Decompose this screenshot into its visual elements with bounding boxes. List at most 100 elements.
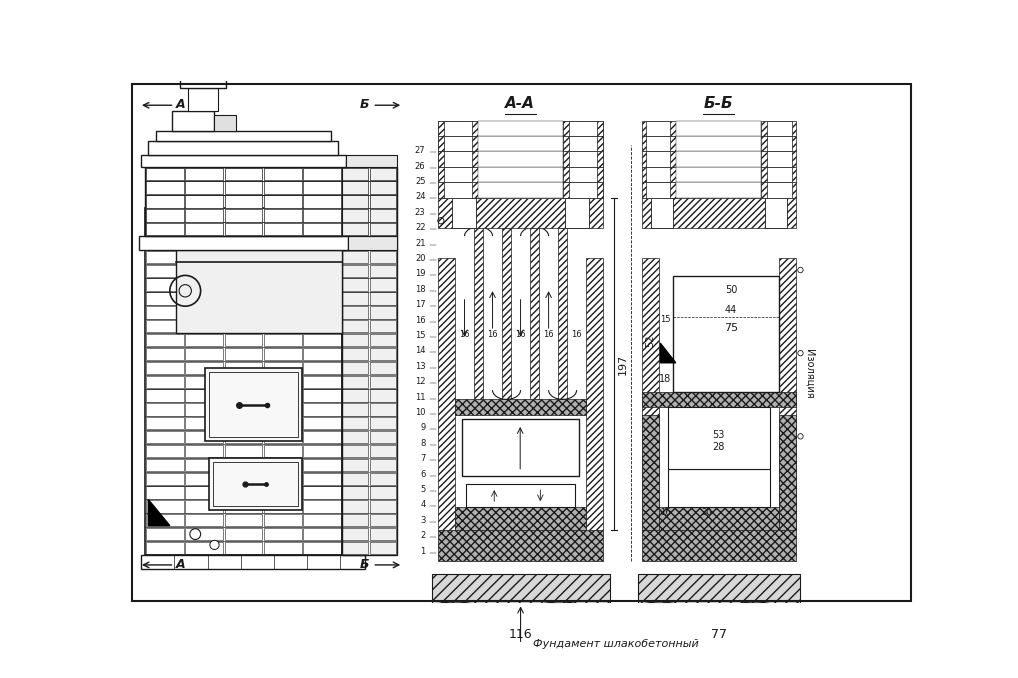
Bar xyxy=(146,473,183,485)
Bar xyxy=(641,392,796,407)
Bar xyxy=(185,389,223,401)
Bar xyxy=(215,115,236,131)
Bar xyxy=(225,361,263,374)
Bar xyxy=(303,279,341,291)
Bar xyxy=(185,514,223,526)
Bar xyxy=(303,292,341,304)
Bar xyxy=(303,223,341,235)
Text: 30: 30 xyxy=(701,508,713,517)
Bar xyxy=(761,121,796,136)
Bar xyxy=(645,167,670,182)
Bar xyxy=(569,151,598,167)
Bar xyxy=(452,197,476,228)
Bar xyxy=(303,195,341,207)
Polygon shape xyxy=(661,343,676,363)
Bar xyxy=(146,500,183,513)
Bar xyxy=(455,399,586,415)
Bar xyxy=(185,473,223,485)
Bar xyxy=(225,320,263,332)
Bar xyxy=(146,542,183,554)
Bar xyxy=(438,151,477,167)
Text: 6: 6 xyxy=(420,470,426,479)
Bar xyxy=(185,264,223,277)
Bar xyxy=(668,407,770,468)
Bar xyxy=(438,167,477,182)
Bar xyxy=(206,367,301,441)
Bar xyxy=(146,334,183,346)
Bar xyxy=(466,484,575,507)
Bar xyxy=(187,88,218,111)
Bar xyxy=(225,376,263,388)
Bar xyxy=(185,403,223,416)
Text: 16: 16 xyxy=(488,330,498,339)
Bar xyxy=(264,320,301,332)
Text: 77: 77 xyxy=(711,628,727,641)
Text: 18: 18 xyxy=(659,374,671,384)
Bar xyxy=(146,445,183,457)
Bar xyxy=(185,279,223,291)
Bar xyxy=(342,182,369,194)
Bar xyxy=(477,121,563,136)
Bar xyxy=(641,258,659,530)
Bar xyxy=(342,195,369,207)
Bar xyxy=(477,167,563,182)
Text: 16: 16 xyxy=(571,330,582,339)
Bar xyxy=(342,542,369,554)
Bar xyxy=(342,403,369,416)
Bar xyxy=(264,417,301,429)
Bar xyxy=(563,182,604,197)
Bar xyxy=(474,228,483,399)
Bar xyxy=(370,182,396,194)
Bar xyxy=(264,251,301,263)
Bar xyxy=(342,431,369,443)
Bar xyxy=(225,210,263,222)
Bar xyxy=(185,500,223,513)
Bar xyxy=(225,210,263,222)
Bar xyxy=(225,348,263,360)
Bar xyxy=(342,361,369,374)
Bar xyxy=(562,182,604,197)
Bar xyxy=(146,514,183,526)
Text: Б: Б xyxy=(360,98,370,111)
Bar xyxy=(641,415,659,530)
Bar xyxy=(185,542,223,554)
Bar xyxy=(342,167,369,180)
Text: 9: 9 xyxy=(420,424,426,433)
Bar xyxy=(303,195,341,207)
Text: 16: 16 xyxy=(660,508,670,517)
Bar xyxy=(146,306,183,319)
Bar xyxy=(146,195,183,207)
Bar xyxy=(303,167,341,180)
Bar xyxy=(586,258,604,530)
Text: 197: 197 xyxy=(618,353,628,374)
Text: 11: 11 xyxy=(415,393,426,401)
Bar xyxy=(342,320,369,332)
Bar xyxy=(342,500,369,513)
Text: 16: 16 xyxy=(415,316,426,325)
Bar xyxy=(264,279,301,291)
Bar xyxy=(370,458,396,471)
Bar xyxy=(342,182,369,194)
Bar xyxy=(462,420,578,477)
Bar xyxy=(264,458,301,471)
Bar xyxy=(779,415,796,530)
Bar xyxy=(342,264,369,277)
Bar xyxy=(438,530,604,561)
Bar xyxy=(139,236,348,250)
Bar xyxy=(264,223,301,235)
Bar xyxy=(225,264,263,277)
Bar xyxy=(185,210,223,222)
Bar xyxy=(264,167,301,180)
Bar xyxy=(185,223,223,235)
Bar xyxy=(146,223,183,235)
Bar xyxy=(225,500,263,513)
Bar xyxy=(225,182,263,194)
Bar xyxy=(477,151,563,167)
Bar xyxy=(225,486,263,499)
Bar xyxy=(563,136,604,151)
Bar xyxy=(303,431,341,443)
Bar xyxy=(502,228,511,399)
Bar xyxy=(342,334,369,346)
Bar xyxy=(303,182,341,194)
Bar xyxy=(479,151,562,167)
